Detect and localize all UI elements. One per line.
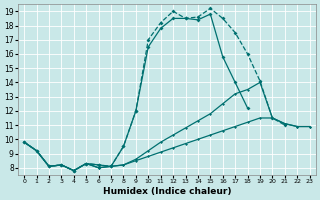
X-axis label: Humidex (Indice chaleur): Humidex (Indice chaleur) [103,187,231,196]
